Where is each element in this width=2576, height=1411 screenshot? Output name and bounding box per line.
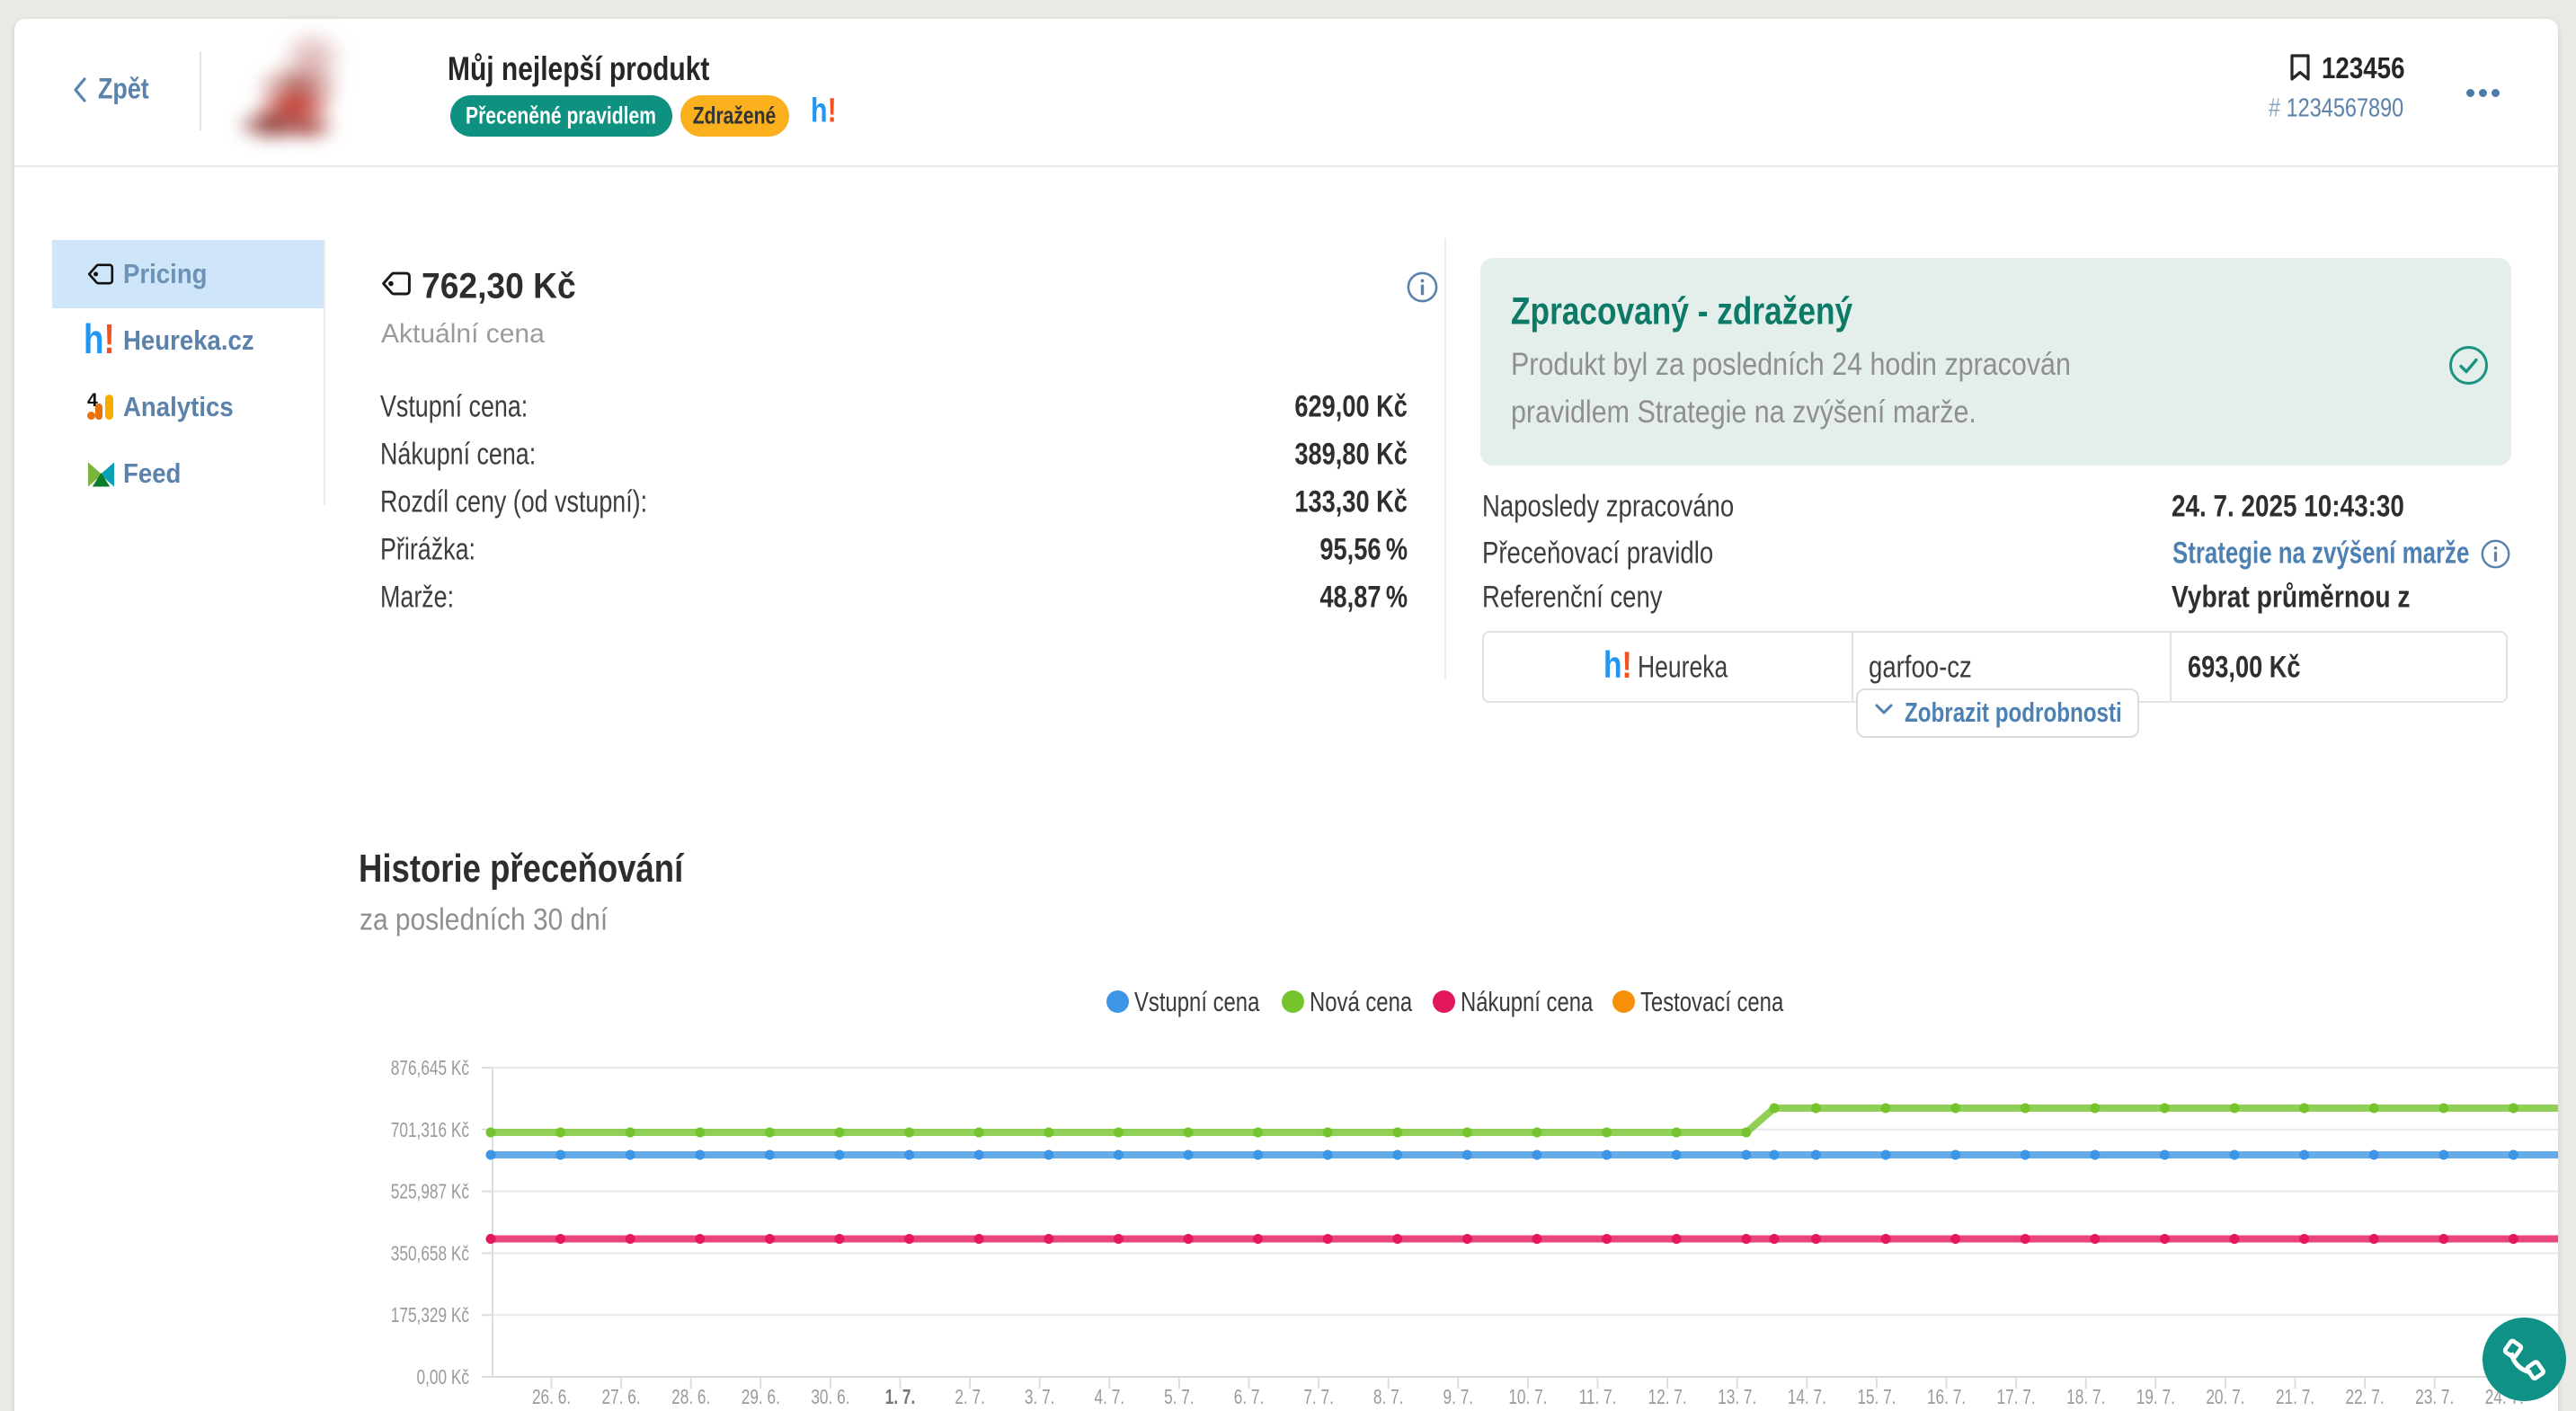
svg-text:29. 6.: 29. 6. xyxy=(742,1387,780,1409)
svg-text:3. 7.: 3. 7. xyxy=(1025,1387,1055,1409)
svg-text:701,316 Kč: 701,316 Kč xyxy=(391,1120,469,1142)
svg-text:5. 7.: 5. 7. xyxy=(1164,1387,1195,1409)
svg-text:876,645 Kč: 876,645 Kč xyxy=(391,1058,469,1080)
svg-text:4. 7.: 4. 7. xyxy=(1095,1387,1125,1409)
svg-text:30. 6.: 30. 6. xyxy=(811,1387,849,1409)
svg-text:15. 7.: 15. 7. xyxy=(1857,1387,1896,1409)
svg-text:525,987 Kč: 525,987 Kč xyxy=(391,1181,469,1203)
svg-text:12. 7.: 12. 7. xyxy=(1648,1387,1687,1409)
svg-text:27. 6.: 27. 6. xyxy=(602,1387,641,1409)
svg-text:23. 7.: 23. 7. xyxy=(2415,1387,2454,1409)
svg-text:350,658 Kč: 350,658 Kč xyxy=(391,1243,469,1265)
svg-text:9. 7.: 9. 7. xyxy=(1443,1387,1474,1409)
svg-text:17. 7.: 17. 7. xyxy=(1997,1387,2036,1409)
svg-text:21. 7.: 21. 7. xyxy=(2276,1387,2314,1409)
svg-text:16. 7.: 16. 7. xyxy=(1927,1387,1966,1409)
svg-text:1. 7.: 1. 7. xyxy=(885,1387,916,1409)
svg-text:7. 7.: 7. 7. xyxy=(1303,1387,1334,1409)
svg-text:19. 7.: 19. 7. xyxy=(2136,1387,2175,1409)
svg-text:20. 7.: 20. 7. xyxy=(2206,1387,2244,1409)
svg-text:2. 7.: 2. 7. xyxy=(955,1387,985,1409)
svg-text:8. 7.: 8. 7. xyxy=(1373,1387,1404,1409)
svg-text:22. 7.: 22. 7. xyxy=(2346,1387,2385,1409)
svg-text:175,329 Kč: 175,329 Kč xyxy=(391,1305,469,1327)
svg-text:18. 7.: 18. 7. xyxy=(2066,1387,2105,1409)
svg-text:14. 7.: 14. 7. xyxy=(1788,1387,1826,1409)
svg-text:28. 6.: 28. 6. xyxy=(671,1387,710,1409)
svg-text:6. 7.: 6. 7. xyxy=(1234,1387,1265,1409)
svg-text:4: 4 xyxy=(87,392,98,411)
svg-text:11. 7.: 11. 7. xyxy=(1579,1387,1617,1409)
svg-text:0,00 Kč: 0,00 Kč xyxy=(417,1367,469,1389)
svg-text:10. 7.: 10. 7. xyxy=(1508,1387,1547,1409)
svg-text:26. 6.: 26. 6. xyxy=(532,1387,571,1409)
svg-text:13. 7.: 13. 7. xyxy=(1718,1387,1756,1409)
